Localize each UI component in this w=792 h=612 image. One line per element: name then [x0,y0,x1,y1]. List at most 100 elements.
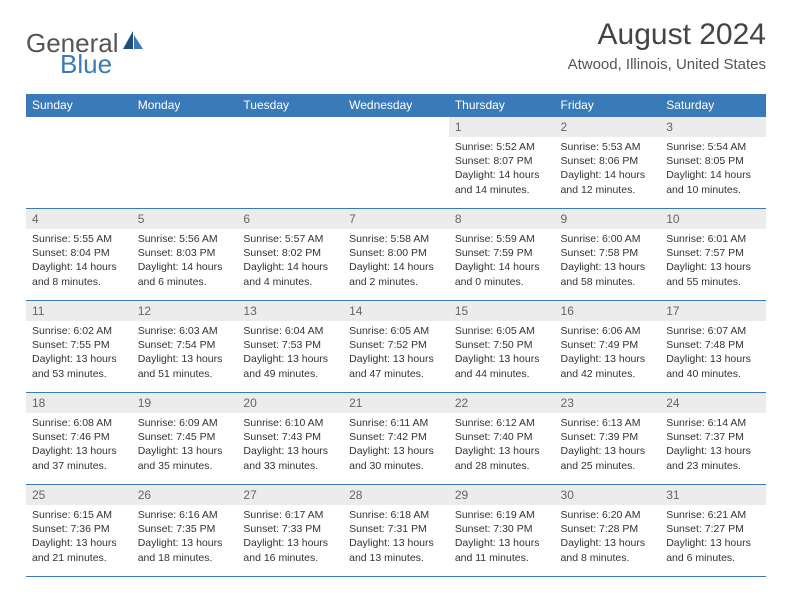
daylight-line: Daylight: 13 hours and 58 minutes. [561,260,655,288]
calendar-day-cell: 2Sunrise: 5:53 AMSunset: 8:06 PMDaylight… [555,117,661,209]
calendar-body: 1Sunrise: 5:52 AMSunset: 8:07 PMDaylight… [26,117,766,577]
day-header: Thursday [449,94,555,117]
day-info: Sunrise: 6:00 AMSunset: 7:58 PMDaylight:… [555,229,661,293]
sunset-line: Sunset: 7:52 PM [349,338,443,352]
day-info: Sunrise: 5:58 AMSunset: 8:00 PMDaylight:… [343,229,449,293]
sunrise-line: Sunrise: 6:07 AM [666,324,760,338]
daylight-line: Daylight: 14 hours and 10 minutes. [666,168,760,196]
day-number: 24 [660,393,766,413]
day-info: Sunrise: 6:05 AMSunset: 7:50 PMDaylight:… [449,321,555,385]
daylight-line: Daylight: 14 hours and 8 minutes. [32,260,126,288]
daylight-line: Daylight: 13 hours and 53 minutes. [32,352,126,380]
day-info: Sunrise: 6:10 AMSunset: 7:43 PMDaylight:… [237,413,343,477]
calendar-week-row: 18Sunrise: 6:08 AMSunset: 7:46 PMDayligh… [26,393,766,485]
calendar-day-cell [132,117,238,209]
calendar-day-cell: 30Sunrise: 6:20 AMSunset: 7:28 PMDayligh… [555,485,661,577]
sunset-line: Sunset: 7:42 PM [349,430,443,444]
calendar-day-cell: 19Sunrise: 6:09 AMSunset: 7:45 PMDayligh… [132,393,238,485]
day-number: 26 [132,485,238,505]
calendar-day-cell: 22Sunrise: 6:12 AMSunset: 7:40 PMDayligh… [449,393,555,485]
calendar-day-cell: 23Sunrise: 6:13 AMSunset: 7:39 PMDayligh… [555,393,661,485]
day-header: Tuesday [237,94,343,117]
sunset-line: Sunset: 8:05 PM [666,154,760,168]
sunset-line: Sunset: 7:40 PM [455,430,549,444]
calendar-day-cell: 9Sunrise: 6:00 AMSunset: 7:58 PMDaylight… [555,209,661,301]
sunset-line: Sunset: 7:58 PM [561,246,655,260]
sunrise-line: Sunrise: 5:55 AM [32,232,126,246]
sunrise-line: Sunrise: 6:02 AM [32,324,126,338]
sunset-line: Sunset: 7:46 PM [32,430,126,444]
day-info: Sunrise: 6:11 AMSunset: 7:42 PMDaylight:… [343,413,449,477]
day-number: 5 [132,209,238,229]
title-block: August 2024 Atwood, Illinois, United Sta… [568,18,766,73]
daylight-line: Daylight: 13 hours and 37 minutes. [32,444,126,472]
day-info: Sunrise: 6:21 AMSunset: 7:27 PMDaylight:… [660,505,766,569]
daylight-line: Daylight: 13 hours and 49 minutes. [243,352,337,380]
day-info: Sunrise: 5:55 AMSunset: 8:04 PMDaylight:… [26,229,132,293]
brand-sail-icon [123,31,145,56]
sunset-line: Sunset: 7:33 PM [243,522,337,536]
daylight-line: Daylight: 13 hours and 6 minutes. [666,536,760,564]
day-number: 8 [449,209,555,229]
day-number: 17 [660,301,766,321]
day-number: 25 [26,485,132,505]
sunrise-line: Sunrise: 5:52 AM [455,140,549,154]
sunrise-line: Sunrise: 5:58 AM [349,232,443,246]
day-info: Sunrise: 5:52 AMSunset: 8:07 PMDaylight:… [449,137,555,201]
daylight-line: Daylight: 13 hours and 8 minutes. [561,536,655,564]
day-info: Sunrise: 6:04 AMSunset: 7:53 PMDaylight:… [237,321,343,385]
sunrise-line: Sunrise: 6:17 AM [243,508,337,522]
daylight-line: Daylight: 13 hours and 23 minutes. [666,444,760,472]
daylight-line: Daylight: 13 hours and 16 minutes. [243,536,337,564]
day-number: 15 [449,301,555,321]
calendar-day-cell: 31Sunrise: 6:21 AMSunset: 7:27 PMDayligh… [660,485,766,577]
sunrise-line: Sunrise: 6:04 AM [243,324,337,338]
sunrise-line: Sunrise: 6:11 AM [349,416,443,430]
month-title: August 2024 [568,18,766,52]
sunset-line: Sunset: 7:54 PM [138,338,232,352]
sunset-line: Sunset: 8:00 PM [349,246,443,260]
day-number: 16 [555,301,661,321]
calendar-day-cell: 15Sunrise: 6:05 AMSunset: 7:50 PMDayligh… [449,301,555,393]
daylight-line: Daylight: 13 hours and 11 minutes. [455,536,549,564]
calendar-day-cell: 26Sunrise: 6:16 AMSunset: 7:35 PMDayligh… [132,485,238,577]
sunrise-line: Sunrise: 6:13 AM [561,416,655,430]
daylight-line: Daylight: 13 hours and 44 minutes. [455,352,549,380]
sunset-line: Sunset: 7:28 PM [561,522,655,536]
day-info: Sunrise: 6:18 AMSunset: 7:31 PMDaylight:… [343,505,449,569]
calendar-day-cell [343,117,449,209]
day-info: Sunrise: 5:57 AMSunset: 8:02 PMDaylight:… [237,229,343,293]
daylight-line: Daylight: 13 hours and 25 minutes. [561,444,655,472]
calendar-day-cell: 10Sunrise: 6:01 AMSunset: 7:57 PMDayligh… [660,209,766,301]
daylight-line: Daylight: 13 hours and 55 minutes. [666,260,760,288]
sunrise-line: Sunrise: 6:05 AM [349,324,443,338]
day-info: Sunrise: 6:03 AMSunset: 7:54 PMDaylight:… [132,321,238,385]
sunrise-line: Sunrise: 5:57 AM [243,232,337,246]
day-header: Sunday [26,94,132,117]
calendar-week-row: 25Sunrise: 6:15 AMSunset: 7:36 PMDayligh… [26,485,766,577]
sunset-line: Sunset: 7:30 PM [455,522,549,536]
day-info: Sunrise: 6:19 AMSunset: 7:30 PMDaylight:… [449,505,555,569]
day-info: Sunrise: 6:12 AMSunset: 7:40 PMDaylight:… [449,413,555,477]
day-info: Sunrise: 6:13 AMSunset: 7:39 PMDaylight:… [555,413,661,477]
calendar-day-cell: 5Sunrise: 5:56 AMSunset: 8:03 PMDaylight… [132,209,238,301]
sunset-line: Sunset: 7:49 PM [561,338,655,352]
day-info: Sunrise: 5:53 AMSunset: 8:06 PMDaylight:… [555,137,661,201]
day-number: 2 [555,117,661,137]
calendar-day-cell: 21Sunrise: 6:11 AMSunset: 7:42 PMDayligh… [343,393,449,485]
daylight-line: Daylight: 13 hours and 28 minutes. [455,444,549,472]
day-info: Sunrise: 6:05 AMSunset: 7:52 PMDaylight:… [343,321,449,385]
daylight-line: Daylight: 13 hours and 47 minutes. [349,352,443,380]
day-info: Sunrise: 6:16 AMSunset: 7:35 PMDaylight:… [132,505,238,569]
sunrise-line: Sunrise: 6:10 AM [243,416,337,430]
daylight-line: Daylight: 14 hours and 6 minutes. [138,260,232,288]
calendar-day-cell: 7Sunrise: 5:58 AMSunset: 8:00 PMDaylight… [343,209,449,301]
day-info: Sunrise: 6:08 AMSunset: 7:46 PMDaylight:… [26,413,132,477]
calendar-day-cell: 12Sunrise: 6:03 AMSunset: 7:54 PMDayligh… [132,301,238,393]
calendar-day-cell: 11Sunrise: 6:02 AMSunset: 7:55 PMDayligh… [26,301,132,393]
calendar-day-cell: 28Sunrise: 6:18 AMSunset: 7:31 PMDayligh… [343,485,449,577]
daylight-line: Daylight: 13 hours and 13 minutes. [349,536,443,564]
day-number: 11 [26,301,132,321]
calendar-week-row: 1Sunrise: 5:52 AMSunset: 8:07 PMDaylight… [26,117,766,209]
day-number: 28 [343,485,449,505]
